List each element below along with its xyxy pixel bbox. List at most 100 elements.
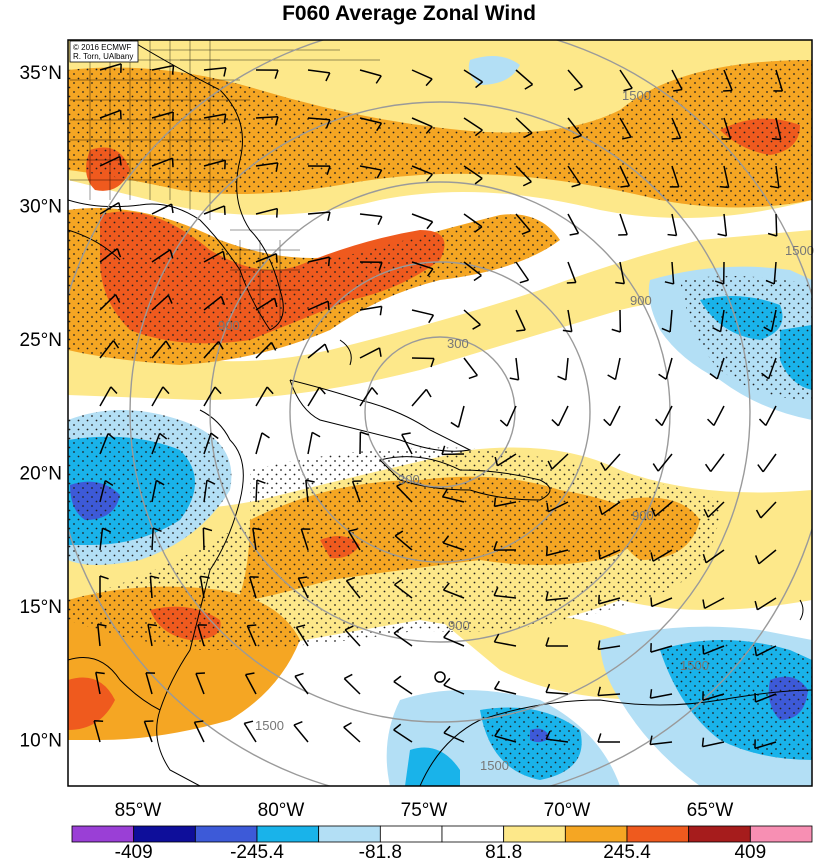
wind-barb xyxy=(343,722,361,743)
wind-barb xyxy=(203,479,216,503)
wind-barb xyxy=(411,357,435,368)
wind-barb xyxy=(411,309,435,324)
wind-barb xyxy=(703,501,725,518)
lon-tick-label: 80°W xyxy=(258,800,305,821)
map-frame xyxy=(67,39,813,787)
wind-barb xyxy=(603,405,621,427)
wind-barb xyxy=(701,737,725,748)
wind-barb xyxy=(545,591,569,602)
wind-barb xyxy=(546,501,569,513)
wind-barb xyxy=(359,117,383,132)
wind-barb xyxy=(567,165,581,188)
wind-barb xyxy=(754,549,777,565)
wind-barb xyxy=(99,201,122,215)
wind-barb xyxy=(345,576,361,599)
latitude-labels: 35°N 30°N 25°N 20°N 15°N 10°N xyxy=(20,63,62,752)
wind-barb xyxy=(193,720,205,743)
wind-barb xyxy=(203,432,219,455)
wind-barb xyxy=(493,541,517,551)
colorbar-swatch xyxy=(626,825,690,843)
wind-barb xyxy=(307,343,330,359)
wind-barb xyxy=(557,357,569,381)
colorbar-swatch xyxy=(749,825,813,843)
wind-barbs xyxy=(93,63,784,750)
wind-barb xyxy=(202,527,213,551)
wind-barb xyxy=(307,69,331,82)
wind-barb xyxy=(255,297,278,311)
wind-barb xyxy=(96,623,107,647)
ring-label: 300 xyxy=(447,336,469,351)
wind-barb xyxy=(143,720,154,743)
wind-barb xyxy=(493,587,517,599)
wind-barb xyxy=(203,341,224,359)
wind-barb xyxy=(551,405,569,427)
lat-tick-label: 20°N xyxy=(20,464,62,485)
wind-barb xyxy=(255,479,266,503)
colorbar-swatch xyxy=(379,825,443,843)
wind-barb xyxy=(597,686,621,697)
wind-barb xyxy=(248,576,259,599)
wind-barb xyxy=(650,643,673,653)
wind-barb xyxy=(723,69,733,92)
wind-barb xyxy=(411,261,434,277)
ring-label: 300 xyxy=(398,472,420,487)
wind-barb xyxy=(246,624,257,647)
wind-barb xyxy=(450,405,465,428)
wind-barb xyxy=(151,203,174,215)
lat-tick-label: 15°N xyxy=(20,597,62,618)
wind-barb xyxy=(443,630,465,647)
wind-barb xyxy=(151,294,173,311)
wind-barb xyxy=(255,115,279,126)
wind-barb xyxy=(757,453,777,473)
colorbar-label: -245.4 xyxy=(230,842,284,861)
wind-barb xyxy=(754,692,777,703)
wind-barb xyxy=(669,165,680,188)
wind-barb xyxy=(707,405,725,427)
wind-barb xyxy=(394,530,413,551)
colorbar-label: 245.4 xyxy=(603,842,651,861)
wind-barb xyxy=(567,213,580,236)
colorbar-swatch xyxy=(564,825,628,843)
wind-barb xyxy=(773,69,784,92)
wind-barb xyxy=(359,69,382,84)
wind-barb xyxy=(463,309,481,330)
wind-barb xyxy=(343,673,361,695)
wind-barb xyxy=(515,213,531,235)
wind-barb xyxy=(671,117,682,140)
wind-barb xyxy=(655,405,673,427)
center-marker xyxy=(434,671,446,683)
ring-label: 900 xyxy=(218,318,240,333)
wind-barb xyxy=(463,69,483,89)
wind-barb xyxy=(763,309,777,333)
wind-barb xyxy=(359,431,370,455)
wind-barb xyxy=(618,213,628,236)
wind-barb xyxy=(598,501,621,516)
longitude-labels: 85°W 80°W 75°W 70°W 65°W xyxy=(115,800,734,821)
wind-barb xyxy=(661,309,673,333)
wind-barb xyxy=(359,387,379,407)
wind-barb xyxy=(667,213,678,237)
wind-barb xyxy=(95,671,105,695)
wind-barb xyxy=(293,721,309,743)
county-borders xyxy=(70,40,380,320)
credit-line-2: R. Torn, UAlbany xyxy=(73,52,133,61)
wind-barb xyxy=(545,683,569,695)
colorbar-swatch xyxy=(256,825,320,843)
wind-barb xyxy=(307,431,321,455)
wind-barb xyxy=(463,213,483,233)
wind-barb xyxy=(719,165,730,189)
wind-barb xyxy=(515,309,526,332)
ring-labels: 300 300 900 900 900 900 1500 1500 1500 1… xyxy=(218,88,814,773)
wind-barb xyxy=(151,527,162,551)
wind-barb xyxy=(99,386,118,407)
wind-barb xyxy=(93,720,104,743)
wind-barb xyxy=(509,357,520,381)
wind-barb xyxy=(769,165,780,189)
wind-barb xyxy=(515,117,533,139)
wind-barb xyxy=(307,256,331,267)
colorbar-swatch xyxy=(503,825,566,843)
wind-barb xyxy=(463,261,482,282)
wind-barb xyxy=(151,386,170,407)
ring-label: 900 xyxy=(630,293,652,308)
ring-label: 1500 xyxy=(480,758,509,773)
